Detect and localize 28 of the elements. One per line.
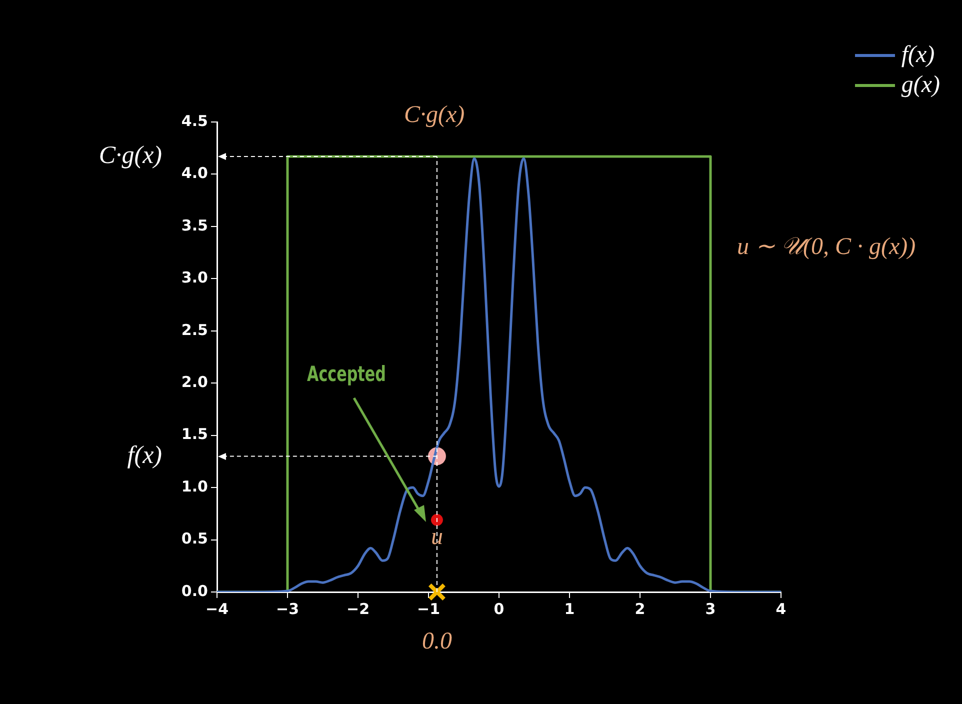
y-tick-label: 1.5 (181, 425, 208, 444)
x-tick-label: −2 (346, 600, 370, 618)
x-tick-label: 0 (494, 600, 504, 618)
x-tick-label: 2 (634, 600, 646, 618)
y-tick-label: 2.5 (181, 320, 208, 339)
x-tick-label: −4 (205, 600, 229, 618)
y-tick-label: 3.0 (181, 268, 208, 287)
annotation: Accepted (307, 362, 386, 386)
y-tick-label: 2.0 (181, 373, 208, 391)
legend-label: f(x) (901, 42, 935, 68)
annotation: 0.0 (422, 628, 452, 654)
y-tick-label: 4.5 (181, 112, 208, 130)
legend-label: g(x) (901, 72, 940, 98)
y-tick-label: 4.0 (181, 164, 208, 182)
annotation: u ∼ 𝒰(0, C · g(x)) (737, 233, 916, 261)
annotation: u (430, 524, 443, 550)
y-tick-label: 0.0 (181, 582, 208, 600)
x-tick-label: 4 (776, 600, 786, 618)
x-tick-label: −3 (276, 600, 300, 618)
y-tick-label: 0.5 (181, 530, 208, 548)
x-tick-label: −1 (416, 600, 440, 618)
ref-line-label: f(x) (127, 442, 162, 469)
y-tick-label: 3.5 (181, 216, 208, 234)
x-tick-label: 1 (564, 600, 575, 618)
y-tick-label: 1.0 (181, 477, 208, 496)
ref-line-label: C·g(x) (98, 142, 162, 170)
annotation: C·g(x) (404, 102, 465, 129)
x-tick-label: 3 (705, 600, 716, 618)
